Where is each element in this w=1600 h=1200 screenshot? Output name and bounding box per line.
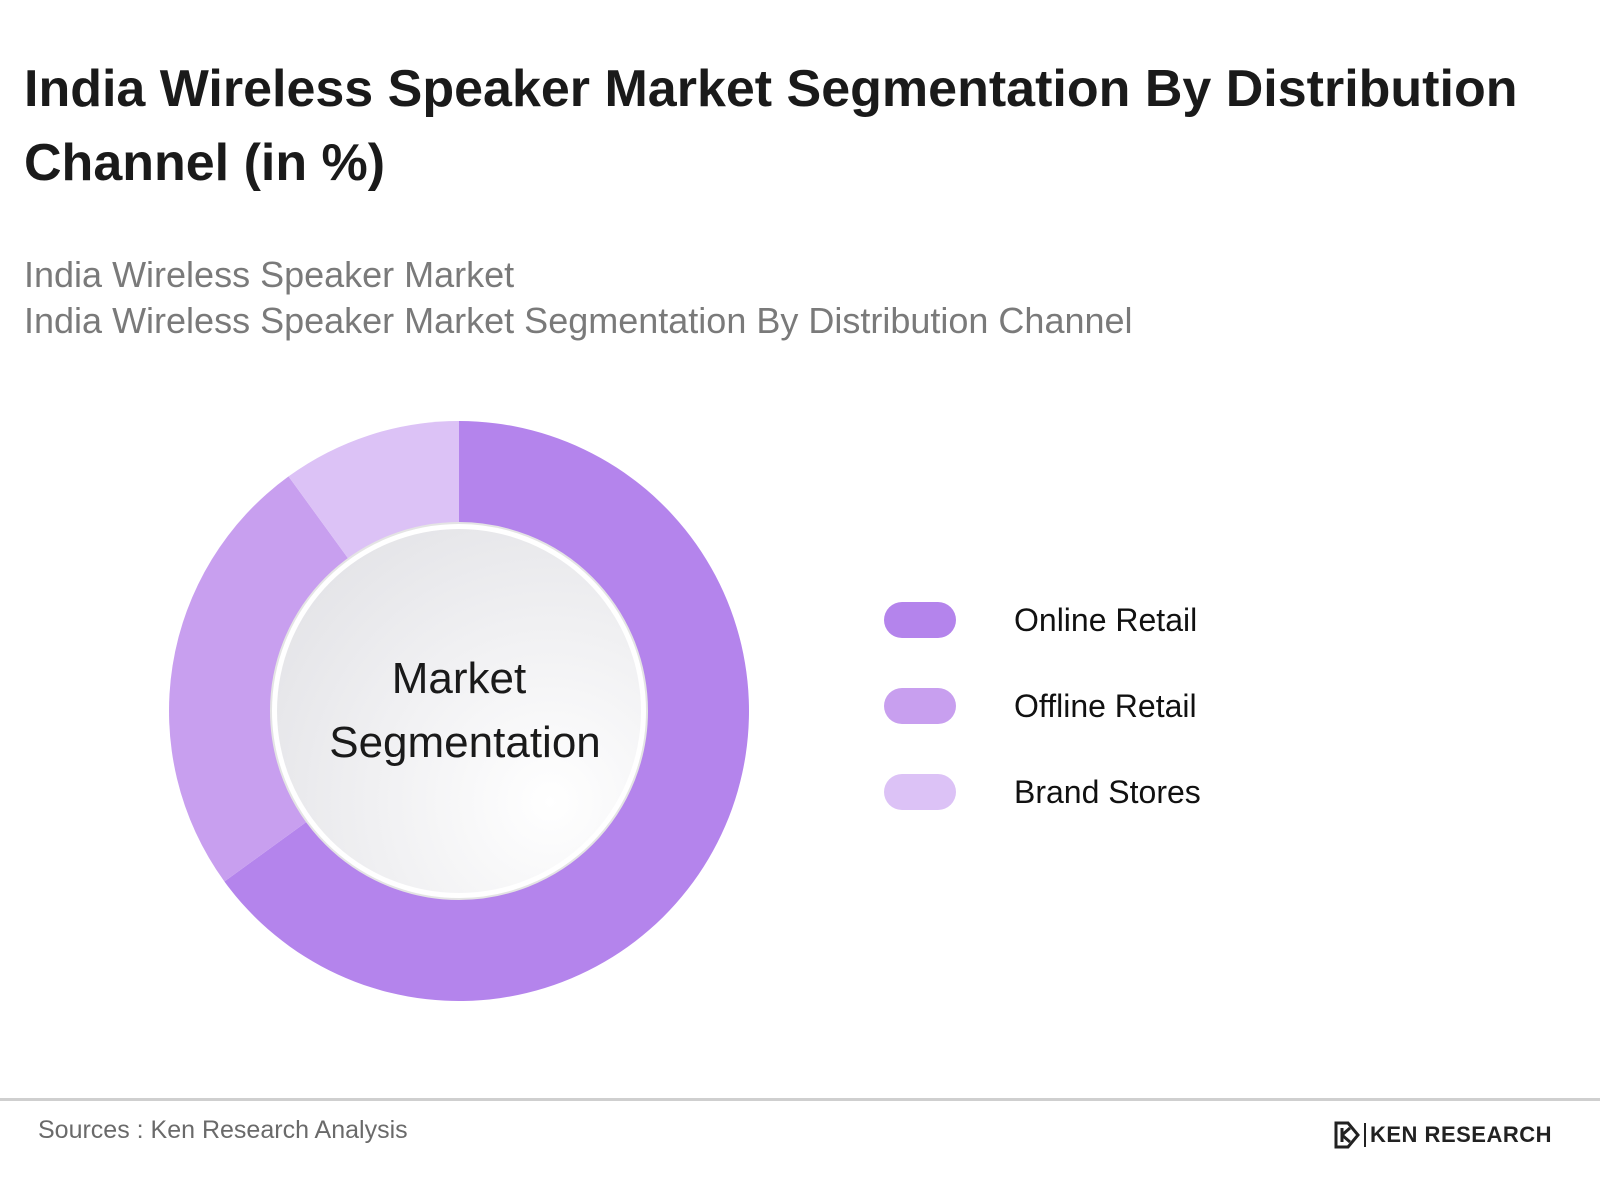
legend-label-brand-stores: Brand Stores — [1014, 774, 1201, 810]
legend-swatch-offline-retail — [884, 688, 956, 724]
legend-item-online-retail: Online Retail — [884, 600, 1224, 640]
ken-research-logo-icon — [1334, 1121, 1360, 1149]
legend-swatch-online-retail — [884, 602, 956, 638]
chart-subtitle-market: India Wireless Speaker Market — [24, 254, 515, 295]
donut-chart: Market Segmentation — [169, 421, 749, 1002]
center-label-line1: Market — [392, 654, 526, 703]
ken-research-logo: KEN RESEARCH — [1334, 1120, 1552, 1150]
logo-text: KEN RESEARCH — [1370, 1122, 1553, 1147]
legend-label-online-retail: Online Retail — [1014, 602, 1198, 638]
legend-item-offline-retail: Offline Retail — [884, 686, 1224, 726]
footer-divider — [0, 1098, 1600, 1101]
chart-title: India Wireless Speaker Market Segmentati… — [24, 60, 1518, 192]
center-label-line2: Segmentation — [329, 718, 601, 767]
source-note: Sources : Ken Research Analysis — [38, 1116, 408, 1144]
legend-item-brand-stores: Brand Stores — [884, 772, 1224, 812]
center-disc — [277, 529, 641, 893]
logo-divider — [1364, 1123, 1366, 1147]
legend-swatch-brand-stores — [884, 774, 956, 810]
chart-subtitle-segmentation: India Wireless Speaker Market Segmentati… — [24, 300, 1133, 341]
legend-label-offline-retail: Offline Retail — [1014, 688, 1197, 724]
